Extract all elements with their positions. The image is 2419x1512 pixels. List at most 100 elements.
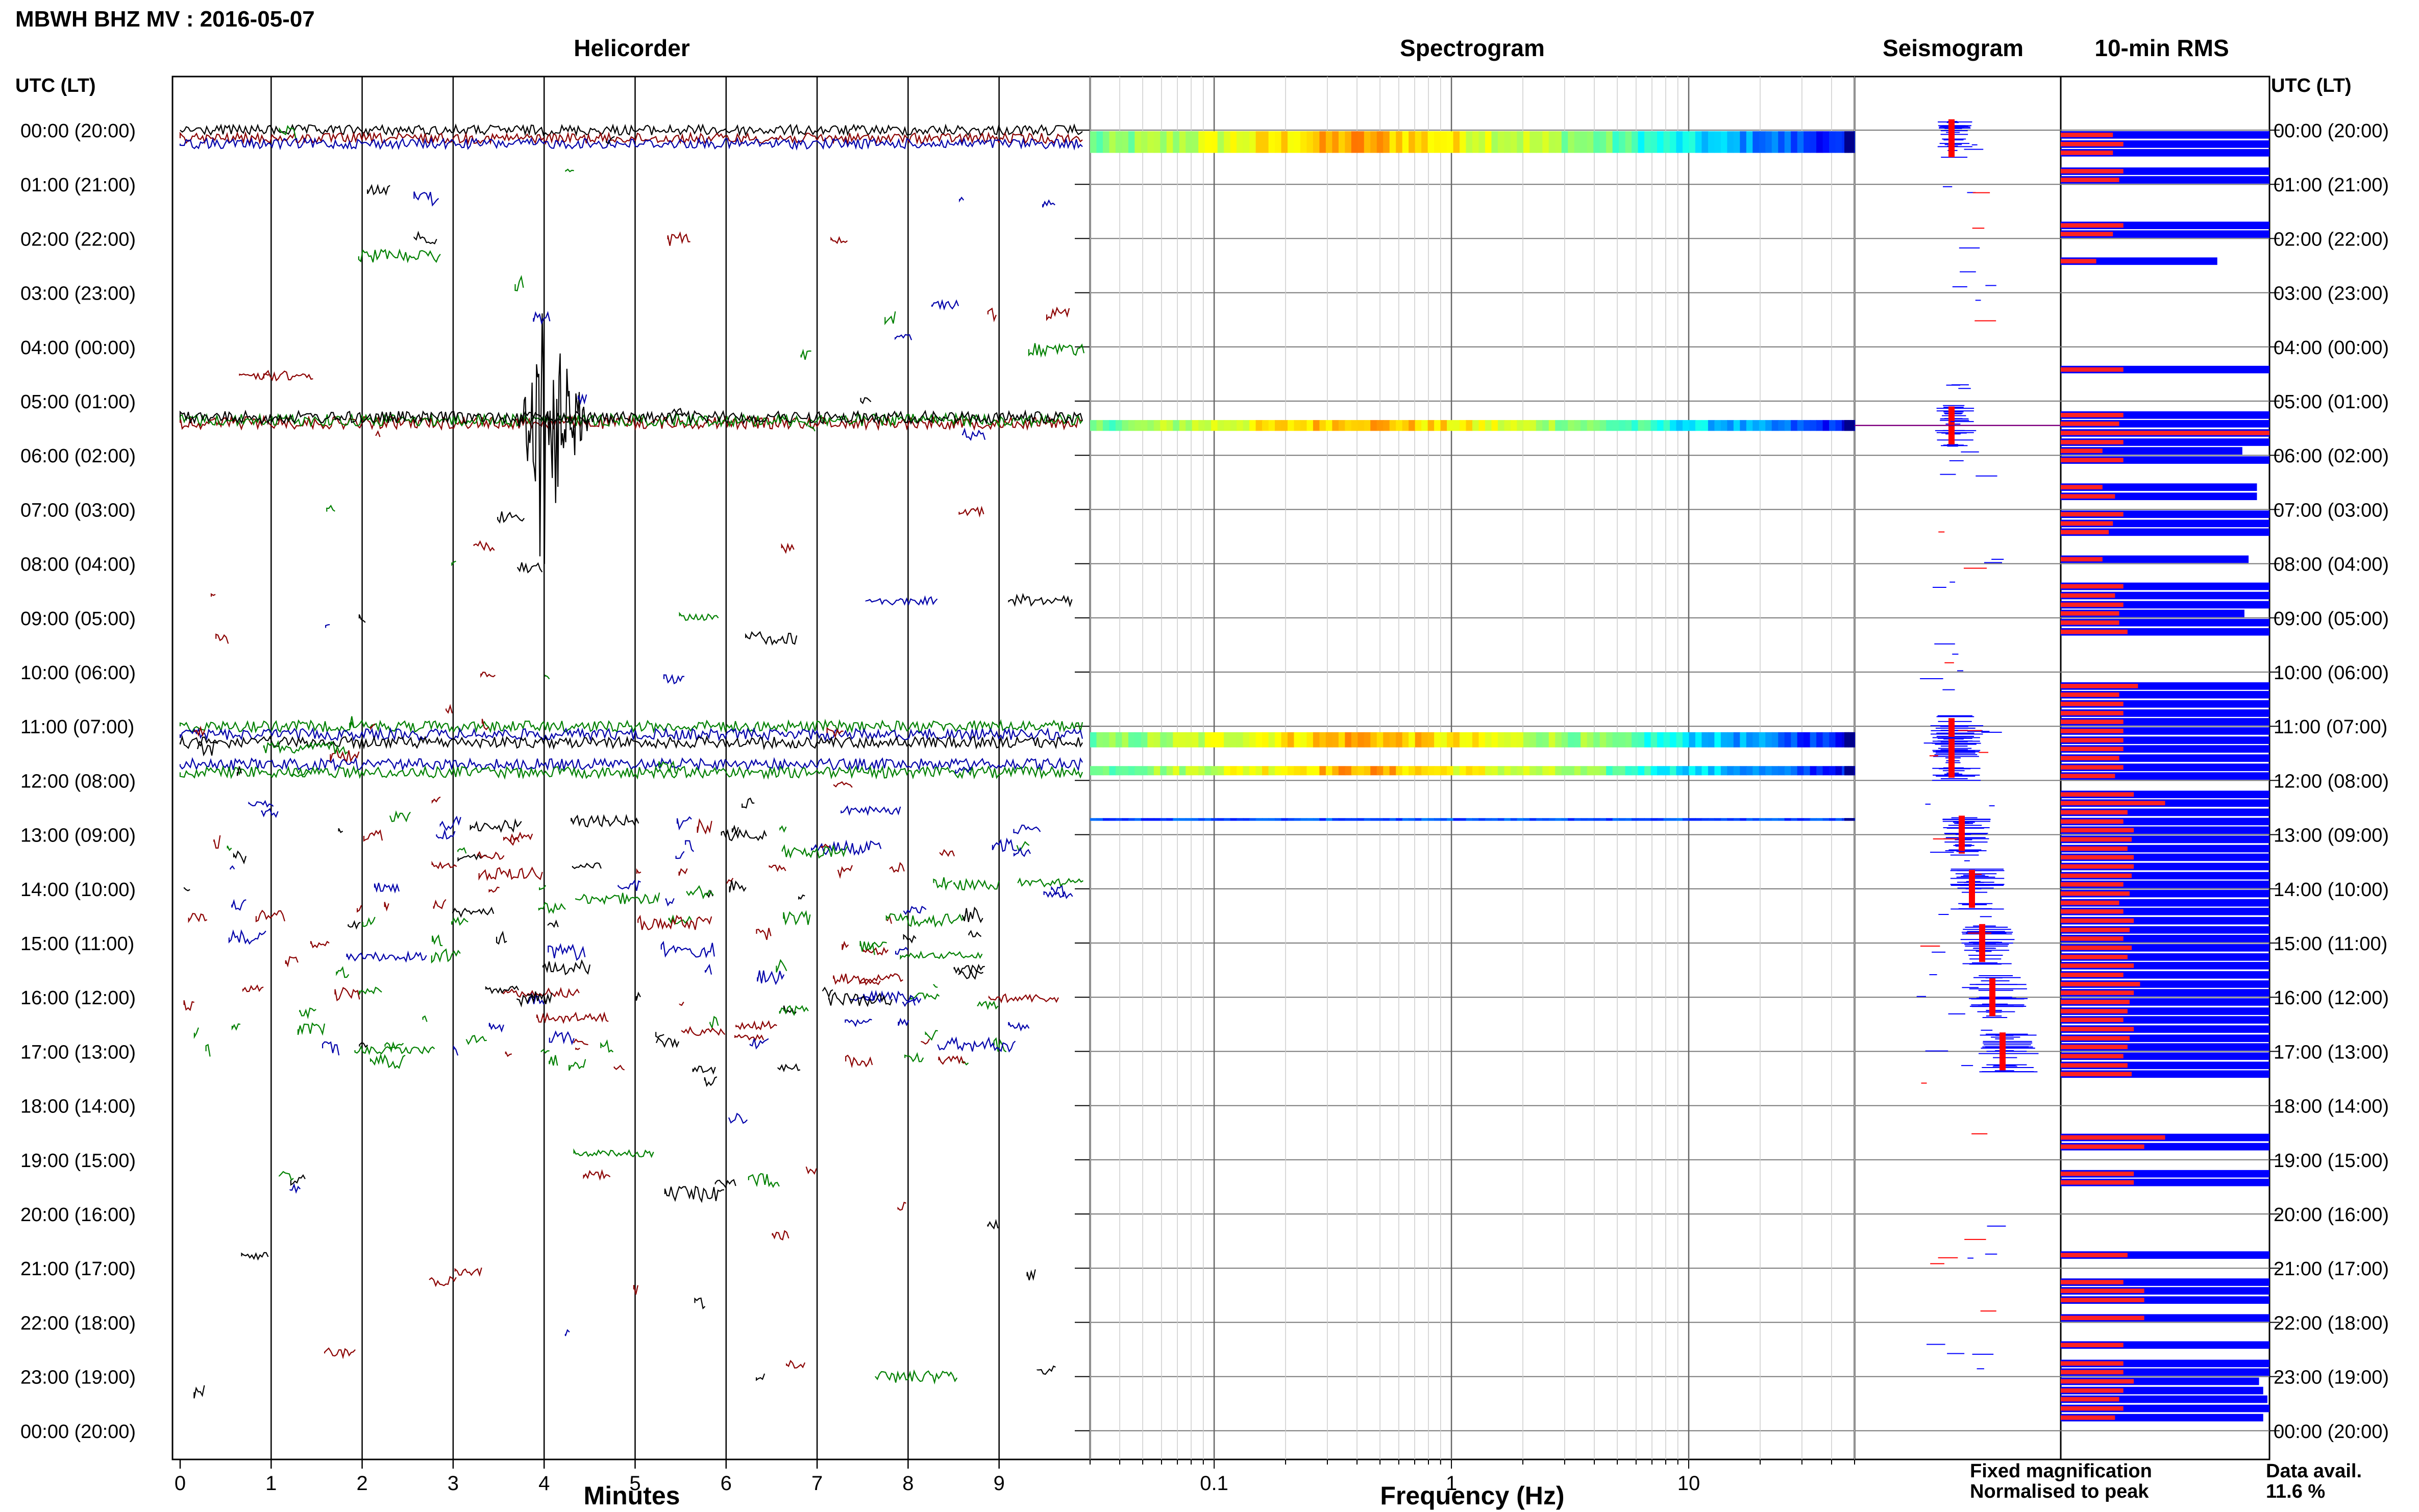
spectrogram-cell xyxy=(1682,766,1690,776)
rms-normalised-bar xyxy=(2061,1253,2128,1257)
spectrogram-cell xyxy=(1472,131,1479,153)
spectrogram-cell xyxy=(1759,420,1766,431)
rms-normalised-bar xyxy=(2061,1027,2134,1031)
spectrogram-cell xyxy=(1325,420,1333,431)
rms-normalised-bar xyxy=(2061,846,2128,851)
spectrogram-cell xyxy=(1237,766,1244,776)
spectrogram-cell xyxy=(1128,766,1136,776)
spectrogram-cell xyxy=(1733,818,1741,821)
helicorder-segment xyxy=(735,1020,777,1031)
time-label-left: 17:00 (13:00) xyxy=(20,1042,136,1063)
spectrogram-cell xyxy=(1816,766,1823,776)
spectrogram-cell xyxy=(1364,131,1371,153)
spectrogram-cell xyxy=(1427,766,1435,776)
spectrogram-cell xyxy=(1440,420,1448,431)
helicorder-segment xyxy=(263,740,348,755)
spectrogram-cell xyxy=(1166,732,1174,748)
spectrogram-cell xyxy=(1313,420,1320,431)
spectrogram-cell xyxy=(1701,818,1709,821)
helicorder-segment xyxy=(841,805,901,816)
spectrogram-cell xyxy=(1447,420,1454,431)
spectrogram-cell xyxy=(1249,732,1256,748)
rms-normalised-bar xyxy=(2061,232,2113,237)
rms-normalised-bar xyxy=(2061,1045,2128,1050)
spectrogram-cell xyxy=(1249,420,1256,431)
spectrogram-cell xyxy=(1771,420,1779,431)
spectrogram-cell xyxy=(1102,732,1110,748)
spectrogram-cell xyxy=(1211,131,1218,153)
rms-normalised-bar xyxy=(2061,1009,2128,1013)
spectrogram-cell xyxy=(1612,420,1620,431)
spectrogram-cell xyxy=(1669,766,1677,776)
rms-normalised-bar xyxy=(2061,512,2124,517)
spectrogram-cell xyxy=(1338,732,1346,748)
spectrogram-cell xyxy=(1504,420,1511,431)
rms-normalised-bar xyxy=(2061,584,2124,589)
helicorder-segment xyxy=(635,992,641,1001)
helicorder-segment xyxy=(798,894,805,900)
helicorder-segment xyxy=(709,1015,719,1030)
spectrogram-cell xyxy=(1606,420,1613,431)
helicorder-segment xyxy=(885,912,967,928)
helicorder-segment xyxy=(889,862,905,873)
spectrogram-cell xyxy=(1829,420,1836,431)
spectrogram-cell xyxy=(1759,766,1766,776)
helicorder-segment xyxy=(933,984,938,988)
helicorder-segment xyxy=(781,542,795,554)
spectrogram-cell xyxy=(1345,818,1352,821)
rms-normalised-bar xyxy=(2061,151,2113,155)
spectrogram-cell xyxy=(1166,420,1174,431)
spectrogram-cell xyxy=(1409,420,1416,431)
spectrogram-cell xyxy=(1523,131,1531,153)
helicorder-segment xyxy=(279,125,297,139)
spectrogram-cell xyxy=(1574,732,1582,748)
rms-normalised-bar xyxy=(2061,142,2124,146)
time-label-right: 04:00 (00:00) xyxy=(2274,337,2389,359)
helicorder-segment xyxy=(676,816,692,831)
spectrogram-cell xyxy=(1115,766,1123,776)
spectrogram-cell xyxy=(1319,818,1326,821)
spectrogram-cell xyxy=(1090,732,1097,748)
spectrogram-cell xyxy=(1581,818,1588,821)
spectrogram-cell xyxy=(1109,420,1116,431)
helicorder-segment xyxy=(898,1018,909,1027)
spectrogram-panel: 0.1 1 10 xyxy=(1090,77,2061,1495)
helicorder-segment xyxy=(369,1053,406,1069)
helicorder-segment xyxy=(389,810,411,823)
spectrogram-cell xyxy=(1708,420,1715,431)
spectrogram-cell xyxy=(1128,420,1136,431)
spectrogram-cell xyxy=(1109,766,1116,776)
spectrogram-cell xyxy=(1625,818,1633,821)
spectrogram-cell xyxy=(1141,420,1148,431)
spectrogram-cell xyxy=(1517,131,1524,153)
helicorder-segment xyxy=(1013,824,1041,834)
spectrogram-cell xyxy=(1211,420,1218,431)
helicorder-segment xyxy=(517,562,543,574)
rms-normalised-bar xyxy=(2061,1388,2124,1393)
spectrogram-cell xyxy=(1319,420,1326,431)
helicorder-segment xyxy=(384,902,389,912)
time-label-left: 06:00 (02:00) xyxy=(20,445,136,467)
helicorder-segment xyxy=(325,624,330,628)
helicorder-segment xyxy=(1008,1022,1030,1032)
helicorder-segment xyxy=(454,1267,482,1277)
helicorder-segment xyxy=(678,868,688,876)
spectrogram-cell xyxy=(1765,766,1772,776)
spectrogram-cell xyxy=(1281,131,1288,153)
helicorder-segment xyxy=(987,1219,999,1230)
helicorder-segment xyxy=(540,1049,550,1054)
spectrogram-cell xyxy=(1281,420,1288,431)
helicorder-segment xyxy=(433,899,447,909)
spectrogram-cell xyxy=(1287,131,1295,153)
rms-normalised-bar xyxy=(2061,873,2132,878)
spectrogram-cell xyxy=(1198,420,1205,431)
spectrogram-cell xyxy=(1720,420,1728,431)
spectrogram-cell xyxy=(1192,131,1199,153)
rms-normalised-bar xyxy=(2061,918,2134,923)
spectrogram-cell xyxy=(1376,766,1384,776)
time-labels: 00:00 (20:00) 00:00 (20:00) 01:00 (21:00) 0… xyxy=(20,120,2389,1443)
spectrogram-cell xyxy=(1791,766,1798,776)
spectrogram-cell xyxy=(1370,420,1377,431)
spectrogram-cell xyxy=(1294,766,1301,776)
